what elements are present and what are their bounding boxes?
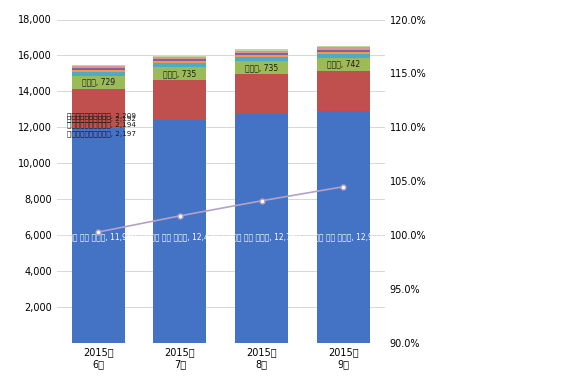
Bar <box>235 61 288 74</box>
Text: カリテコ: カリテコ <box>438 176 458 186</box>
Bar <box>317 52 370 53</box>
Text: タイムズ カー プラス, 11,959: タイムズ カー プラス, 11,959 <box>59 232 137 241</box>
Bar <box>153 59 207 61</box>
Bar <box>235 74 288 114</box>
Bar <box>235 55 288 57</box>
FancyBboxPatch shape <box>399 71 424 90</box>
Text: オリックスカーシェア, 2,192: オリックスカーシェア, 2,192 <box>67 116 136 122</box>
Text: カレコ, 735: カレコ, 735 <box>245 63 278 72</box>
Bar <box>71 128 125 343</box>
Bar <box>71 65 125 66</box>
Bar <box>71 76 125 89</box>
Text: ローシェア: ローシェア <box>438 43 463 52</box>
Bar <box>317 71 370 111</box>
Bar <box>317 46 370 47</box>
Bar <box>71 89 125 128</box>
FancyBboxPatch shape <box>399 205 424 224</box>
Bar <box>71 70 125 72</box>
Bar <box>317 53 370 58</box>
Bar <box>235 51 288 53</box>
Text: オリックスカーシェア: オリックスカーシェア <box>438 243 488 252</box>
Bar <box>153 61 207 63</box>
Bar <box>235 57 288 61</box>
Bar <box>153 119 207 343</box>
Text: アース・カー: アース・カー <box>438 143 468 152</box>
FancyBboxPatch shape <box>399 138 424 157</box>
FancyBboxPatch shape <box>399 105 424 124</box>
Text: タイムズ カー プラス, 12,439: タイムズ カー プラス, 12,439 <box>141 232 218 241</box>
Text: カレコ, 729: カレコ, 729 <box>82 78 115 87</box>
Bar <box>317 47 370 50</box>
Text: オリックスカーシェア, 2,194: オリックスカーシェア, 2,194 <box>67 122 136 128</box>
Bar <box>317 50 370 52</box>
Text: オリックスカーシェア, 2,197: オリックスカーシェア, 2,197 <box>67 130 136 137</box>
Text: タイムズ カー プラス, 12,933: タイムズ カー プラス, 12,933 <box>305 232 382 241</box>
Text: カレコ, 735: カレコ, 735 <box>163 69 196 78</box>
Bar <box>71 66 125 68</box>
Text: オリックスカーシェア, 2,209: オリックスカーシェア, 2,209 <box>67 113 136 119</box>
Bar <box>153 55 207 57</box>
Bar <box>71 68 125 70</box>
Bar <box>153 80 207 119</box>
Bar <box>235 50 288 51</box>
Bar <box>153 67 207 80</box>
Bar <box>153 57 207 59</box>
Text: カーシェアリング・ワン: カーシェアリング・ワン <box>438 76 493 85</box>
Bar <box>317 111 370 343</box>
Bar <box>235 53 288 55</box>
Text: エコロカ: エコロカ <box>438 110 458 119</box>
Text: カレコ, 742: カレコ, 742 <box>327 60 360 69</box>
Bar <box>71 72 125 76</box>
Bar <box>317 58 370 71</box>
Bar <box>235 114 288 343</box>
Text: タイムズ カー プラス: タイムズ カー プラス <box>438 277 488 285</box>
FancyBboxPatch shape <box>399 271 424 291</box>
FancyBboxPatch shape <box>399 171 424 191</box>
Text: カレコ: カレコ <box>438 210 453 219</box>
Bar <box>153 63 207 67</box>
FancyBboxPatch shape <box>399 238 424 257</box>
Text: タイムズ カー プラス, 12,760: タイムズ カー プラス, 12,760 <box>223 232 301 241</box>
FancyBboxPatch shape <box>399 38 424 57</box>
